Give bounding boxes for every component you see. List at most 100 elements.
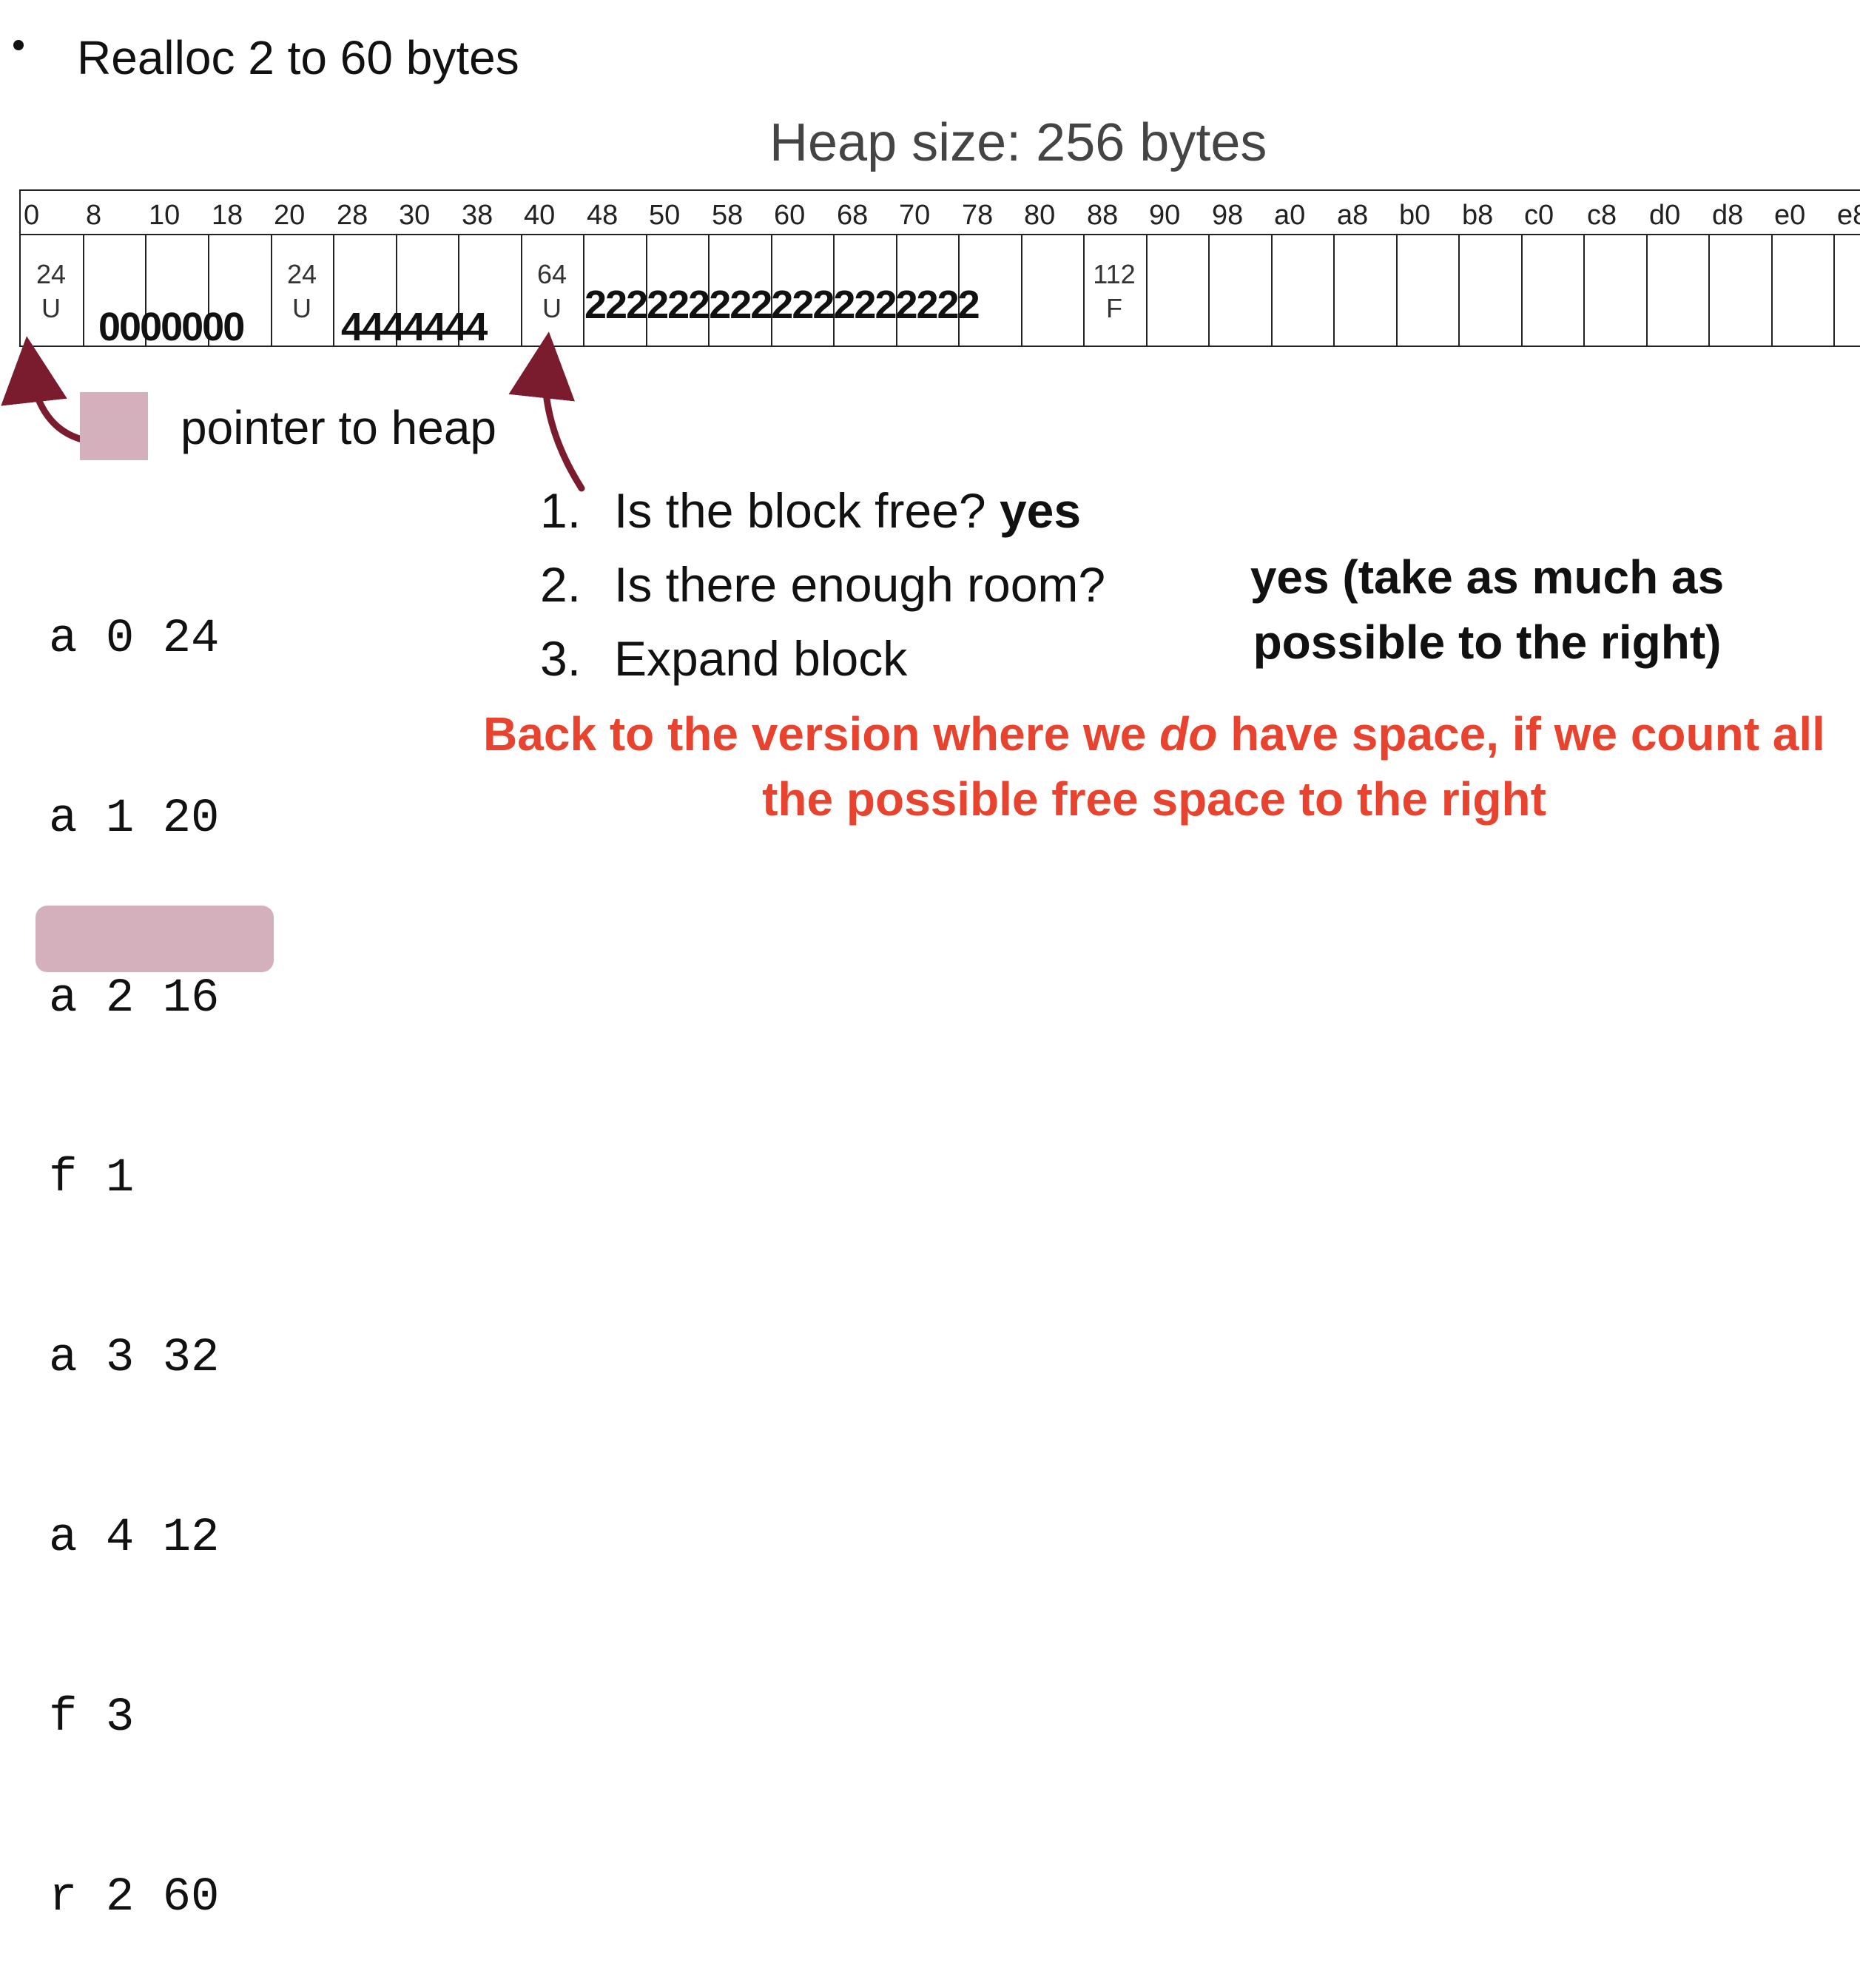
block-status: F xyxy=(1106,293,1122,323)
heap-title: Heap size: 256 bytes xyxy=(769,113,1267,172)
step-item: 1. Is the block free? yes xyxy=(540,474,1105,547)
step-text: Expand block xyxy=(614,631,908,686)
block-status: U xyxy=(542,293,562,323)
cell-divider xyxy=(333,234,334,347)
cell-divider xyxy=(1646,234,1648,347)
cell-divider xyxy=(1521,234,1523,347)
block-status: U xyxy=(41,293,61,323)
cell-divider xyxy=(1708,234,1710,347)
step-number: 2. xyxy=(540,557,582,612)
command-line: f 1 xyxy=(49,1152,135,1205)
red-note-emphasis: do xyxy=(1159,707,1218,761)
cell-divider xyxy=(1208,234,1210,347)
heap-left-border xyxy=(19,189,21,347)
pointer-label: pointer to heap xyxy=(181,401,496,454)
cell-divider xyxy=(1583,234,1585,347)
block-payload: 0000000 xyxy=(98,305,245,349)
cell-divider xyxy=(83,234,84,347)
cell-divider xyxy=(896,234,897,347)
block-header: 24 U xyxy=(20,257,82,326)
heap-address: c0 xyxy=(1524,200,1554,231)
heap-address: 48 xyxy=(587,200,619,231)
red-note-after: have space, if we count all the possible… xyxy=(762,707,1825,826)
block-arrow xyxy=(508,331,585,492)
red-note-before: Back to the version where we xyxy=(483,707,1160,761)
block-size: 24 xyxy=(36,259,67,289)
command-line: a 4 12 xyxy=(49,1512,220,1565)
block-header: 64 U xyxy=(521,257,583,326)
heap-address: b8 xyxy=(1462,200,1494,231)
heap-address: 60 xyxy=(774,200,806,231)
heap-address-divider xyxy=(19,234,1860,235)
heap-address: a8 xyxy=(1337,200,1369,231)
cell-divider xyxy=(1771,234,1773,347)
command-line: f 3 xyxy=(49,1691,135,1745)
heap-address: 18 xyxy=(212,200,243,231)
cell-divider xyxy=(833,234,835,347)
heap-address: 8 xyxy=(86,200,102,231)
cell-divider xyxy=(708,234,710,347)
heap-address: 80 xyxy=(1024,200,1056,231)
yes-note: yes (take as much as possible to the rig… xyxy=(1250,550,1725,669)
heap-address: e8 xyxy=(1837,200,1860,231)
block-status: U xyxy=(292,293,311,323)
step-text: Is the block free? xyxy=(614,483,1000,538)
cell-divider xyxy=(771,234,772,347)
cell-divider xyxy=(1021,234,1022,347)
block-size: 24 xyxy=(286,259,317,289)
steps-list: 1. Is the block free? yes 2. Is there enou… xyxy=(540,474,1105,695)
bullet-dot xyxy=(13,40,24,50)
cell-divider xyxy=(1458,234,1460,347)
command-line: a 2 16 xyxy=(49,972,220,1025)
cell-divider xyxy=(1271,234,1273,347)
block-payload: 4444444 xyxy=(341,305,488,349)
heap-address: 10 xyxy=(149,200,181,231)
heap-address: 78 xyxy=(962,200,994,231)
heap-address: 38 xyxy=(462,200,493,231)
command-line: a 1 20 xyxy=(49,792,220,846)
cell-divider xyxy=(1833,234,1835,347)
cell-divider xyxy=(271,234,272,347)
cell-divider xyxy=(521,234,522,347)
heap-address: 0 xyxy=(24,200,40,231)
cell-divider xyxy=(1146,234,1148,347)
heap-address: 98 xyxy=(1212,200,1244,231)
cell-divider xyxy=(208,234,209,347)
heap-address: 68 xyxy=(837,200,869,231)
heap-address: d8 xyxy=(1712,200,1744,231)
step-answer: yes xyxy=(999,483,1082,538)
heap-address: 50 xyxy=(649,200,681,231)
heap-address: a0 xyxy=(1274,200,1306,231)
heap-address: 30 xyxy=(399,200,431,231)
step-text: Is there enough room? xyxy=(614,557,1106,612)
step-item: 3. Expand block xyxy=(540,621,1105,695)
heap-address: e0 xyxy=(1774,200,1806,231)
command-line: a 0 24 xyxy=(49,613,220,666)
cell-divider xyxy=(1396,234,1398,347)
heap-address: 90 xyxy=(1149,200,1181,231)
heap-top-border xyxy=(19,189,1860,191)
current-command-highlight xyxy=(36,906,274,972)
cell-divider xyxy=(583,234,584,347)
heap-address: 70 xyxy=(899,200,931,231)
step-number: 1. xyxy=(540,483,582,538)
step-item: 2. Is there enough room? xyxy=(540,547,1105,621)
block-header: 112 F xyxy=(1083,257,1145,326)
bullet-text: Realloc 2 to 60 bytes xyxy=(77,31,519,84)
block-payload: 2222222222222222222 xyxy=(584,283,980,327)
command-list: a 0 24 a 1 20 a 2 16 f 1 a 3 32 a 4 12 f… xyxy=(49,490,219,1988)
block-size: 64 xyxy=(536,259,567,289)
heap-address: b0 xyxy=(1399,200,1431,231)
block-header: 24 U xyxy=(271,257,333,326)
heap-address: c8 xyxy=(1587,200,1617,231)
heap-address: 28 xyxy=(337,200,368,231)
cell-divider xyxy=(958,234,960,347)
heap-address: 20 xyxy=(274,200,306,231)
step-number: 3. xyxy=(540,631,582,686)
pointer-swatch xyxy=(80,392,148,460)
heap-bottom-border xyxy=(19,346,1860,347)
cell-divider xyxy=(396,234,397,347)
red-note: Back to the version where we do have spa… xyxy=(474,701,1835,832)
heap-address: 88 xyxy=(1087,200,1119,231)
cell-divider xyxy=(1333,234,1335,347)
